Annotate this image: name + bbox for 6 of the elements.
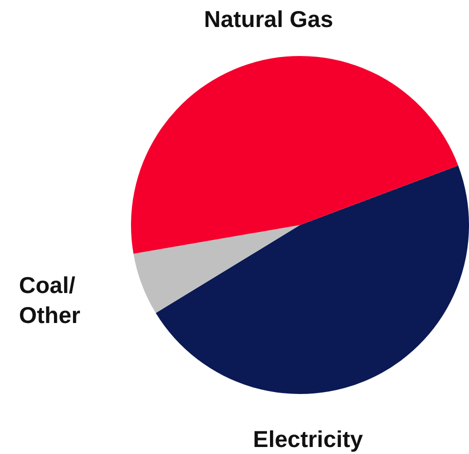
slice-label: Natural Gas	[204, 6, 334, 32]
slice-label: Coal/ Other	[19, 272, 80, 328]
pie-slice	[131, 56, 458, 254]
slice-label: Electricity	[253, 426, 364, 452]
pie-slice	[156, 166, 469, 394]
pie-slice	[133, 225, 300, 314]
